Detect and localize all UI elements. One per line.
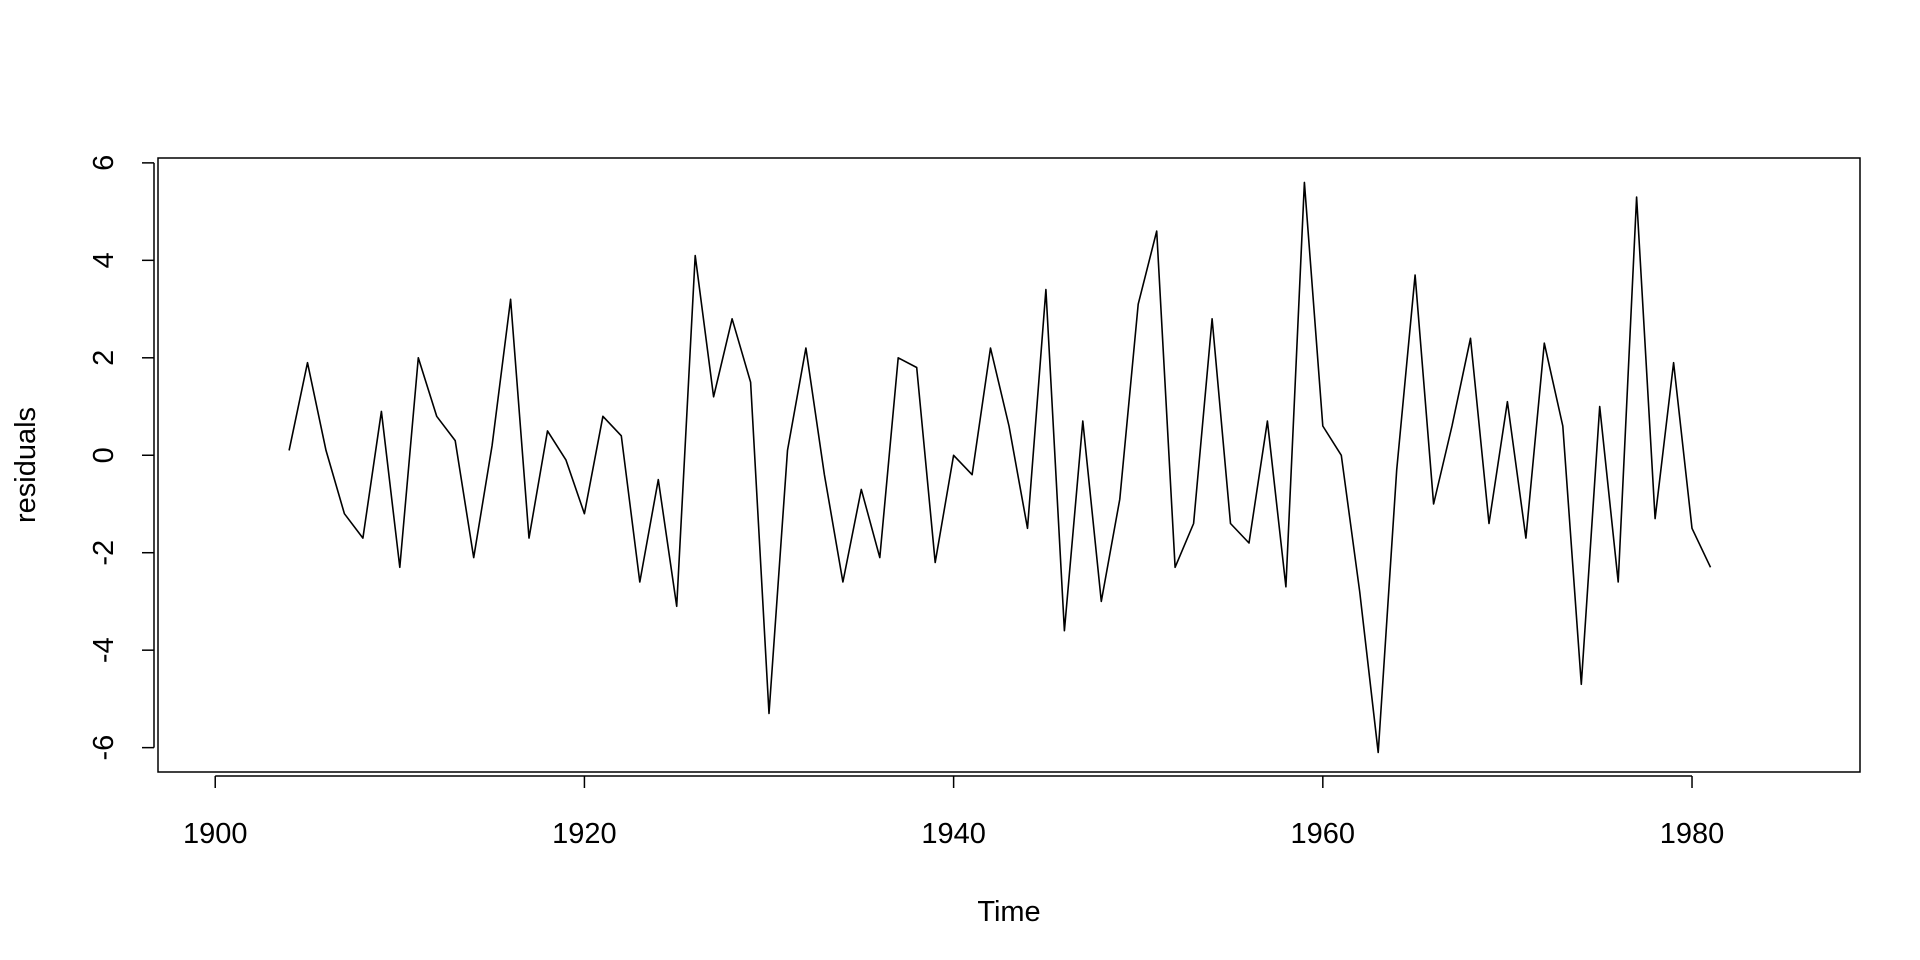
x-tick-label: 1920 bbox=[552, 818, 617, 850]
y-tick-label: -2 bbox=[88, 540, 120, 566]
y-axis-title: residuals bbox=[10, 407, 42, 523]
x-tick-label: 1900 bbox=[183, 818, 248, 850]
residuals-series-line bbox=[288, 181, 1712, 754]
x-tick-label: 1940 bbox=[921, 818, 986, 850]
x-axis-title: Time bbox=[977, 896, 1040, 928]
y-tick-label: 4 bbox=[88, 252, 120, 268]
y-tick-label: -6 bbox=[88, 735, 120, 761]
x-tick-label: 1960 bbox=[1291, 818, 1356, 850]
x-tick-label: 1980 bbox=[1660, 818, 1725, 850]
plot-frame bbox=[157, 157, 1861, 773]
y-tick-label: 2 bbox=[88, 350, 120, 366]
y-tick-label: 0 bbox=[88, 447, 120, 463]
y-tick-label: 6 bbox=[88, 155, 120, 171]
y-tick-label: -4 bbox=[88, 637, 120, 663]
y-axis: -6 -4 -2 0 2 4 6 bbox=[88, 155, 155, 761]
x-axis: 1900 1920 1940 1960 1980 bbox=[183, 775, 1725, 850]
